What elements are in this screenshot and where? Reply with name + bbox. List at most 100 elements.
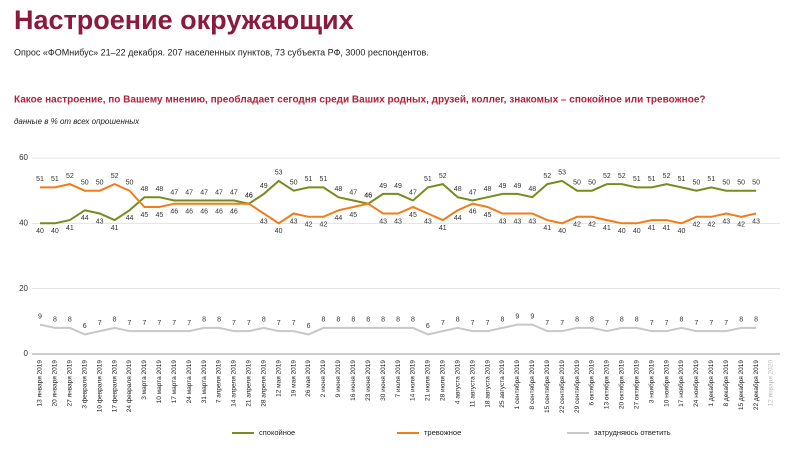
data-label: 50 [290,180,298,187]
data-label: 8 [262,317,266,324]
data-label: 43 [290,218,298,225]
data-label: 7 [694,320,698,327]
data-label: 8 [321,317,325,324]
series-line [40,183,757,225]
data-label: 51 [36,176,44,183]
x-tick-label: 23 июня 2019 [365,360,372,401]
data-label: 41 [663,225,671,232]
x-tick-label: 13 января 2019 [37,360,44,407]
data-label: 8 [366,317,370,324]
data-label: 7 [187,320,191,327]
chart-title: Настроение окружающих [14,5,354,35]
data-label: 7 [292,320,296,327]
data-label: 46 [200,209,208,216]
data-label: 47 [349,189,357,196]
data-label: 7 [650,320,654,327]
data-label: 7 [232,320,236,327]
data-label: 42 [588,222,596,229]
data-label: 8 [217,317,221,324]
data-label: 8 [590,317,594,324]
data-label: 46 [245,193,253,200]
x-tick-label: 28 июля 2019 [440,360,447,401]
data-label: 42 [693,222,701,229]
x-tick-label: 13 октября 2019 [603,360,611,410]
data-label: 48 [141,186,149,193]
legend-label: спокойное [259,428,295,437]
data-label: 50 [81,180,89,187]
data-label: 49 [260,183,268,190]
data-label: 48 [454,186,462,193]
data-label: 43 [424,218,432,225]
data-label: 47 [409,189,417,196]
data-label: 8 [575,317,579,324]
x-tick-label: 27 октября 2019 [632,360,640,410]
data-label: 8 [635,317,639,324]
data-label: 47 [469,189,477,196]
data-label: 7 [560,320,564,327]
data-label: 9 [38,313,42,320]
data-label: 52 [111,173,119,180]
data-label: 46 [364,193,372,200]
data-label: 50 [126,180,134,187]
x-tick-label: 15 декабря 2019 [737,360,745,410]
data-label: 50 [693,180,701,187]
x-tick-label: 4 августа 2019 [454,360,461,404]
data-label: 49 [499,183,507,190]
data-label: 43 [499,218,507,225]
note: данные в % от всех опрошенных [14,117,140,126]
x-tick-label: 25 августа 2019 [499,360,506,408]
data-label: 45 [409,212,417,219]
data-label: 6 [426,323,430,330]
data-label: 7 [172,320,176,327]
data-label: 48 [484,186,492,193]
x-tick-label: 3 ноября 2019 [647,360,655,404]
data-label: 8 [620,317,624,324]
data-label: 7 [128,320,132,327]
x-tick-label: 22 сентября 2019 [558,360,566,413]
data-label: 42 [737,222,745,229]
data-label: 47 [215,189,223,196]
data-label: 41 [66,225,74,232]
data-label: 40 [633,228,641,235]
data-label: 46 [230,209,238,216]
x-tick-label: 21 июля 2019 [425,360,432,401]
data-label: 53 [275,170,283,177]
data-label: 48 [334,186,342,193]
data-label: 8 [53,317,57,324]
data-label: 48 [155,186,163,193]
series-line [39,323,757,336]
x-tick-label: 27 января 2019 [67,360,74,407]
data-label: 41 [439,225,447,232]
x-tick-label: 16 июня 2019 [350,360,357,401]
x-tick-label: 24 ноября 2019 [692,360,700,407]
x-tick-label: 12 января 2020 [768,360,775,407]
data-label: 52 [543,173,551,180]
data-label: 51 [633,176,641,183]
data-label: 42 [320,222,328,229]
data-label: 43 [722,218,730,225]
data-label: 7 [709,320,713,327]
data-label: 45 [141,212,149,219]
x-tick-label: 17 февраля 2019 [111,360,118,413]
data-label: 49 [379,183,387,190]
data-label: 6 [307,323,311,330]
y-tick-label: 20 [19,284,28,293]
x-tick-label: 14 июля 2019 [410,360,417,401]
x-tick-label: 11 августа 2019 [469,360,476,408]
x-tick-label: 10 февраля 2019 [96,360,103,413]
x-tick-label: 30 июня 2019 [380,360,387,401]
data-label: 50 [573,180,581,187]
data-label: 46 [245,193,253,200]
x-tick-label: 15 сентября 2019 [543,360,551,413]
data-label: 8 [202,317,206,324]
legend-label: тревожное [424,428,461,437]
data-label: 45 [484,212,492,219]
data-label: 46 [469,209,477,216]
x-tick-label: 17 марта 2019 [171,360,178,404]
data-label: 7 [724,320,728,327]
data-label: 50 [588,180,596,187]
data-label: 44 [81,215,89,222]
data-label: 41 [111,225,119,232]
x-tick-label: 9 июня 2019 [335,360,342,398]
data-label: 8 [351,317,355,324]
